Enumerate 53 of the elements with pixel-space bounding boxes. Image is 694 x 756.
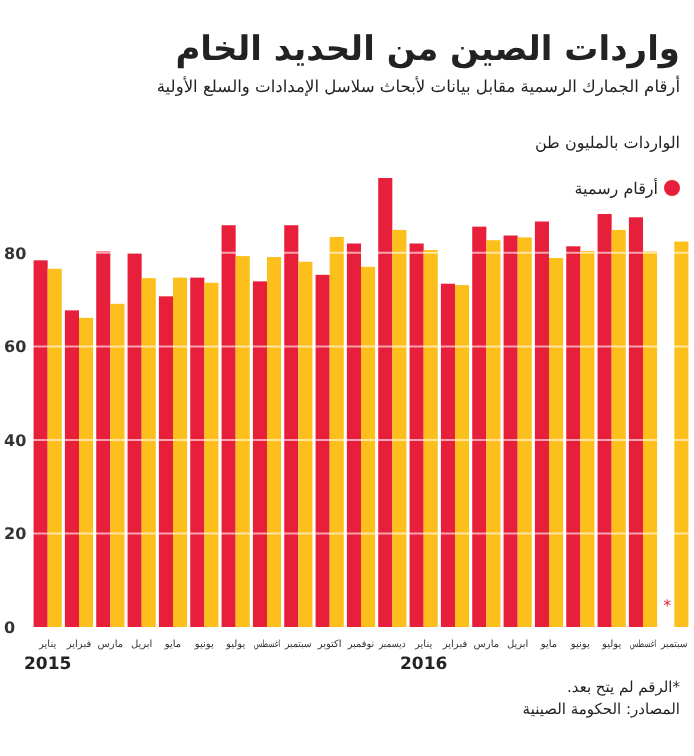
y-tick-label: 0 <box>4 619 16 637</box>
text: 2015 <box>23 655 72 675</box>
bar <box>597 214 612 627</box>
bar <box>674 241 689 627</box>
bar <box>549 257 564 627</box>
bar <box>455 285 470 627</box>
bar <box>423 250 438 627</box>
annotation: * <box>663 597 672 615</box>
bar <box>284 225 299 627</box>
bar <box>127 253 142 627</box>
bar <box>79 317 94 627</box>
y-tick-label: 80 <box>4 244 28 263</box>
bar <box>204 282 219 627</box>
bar <box>267 257 282 627</box>
bar <box>47 268 62 627</box>
bar <box>173 277 188 627</box>
y-tick-label: 40 <box>4 431 28 450</box>
bar <box>472 226 487 627</box>
bar <box>190 277 205 627</box>
bar <box>252 281 267 627</box>
bar <box>64 310 79 627</box>
bar <box>110 303 125 627</box>
bar <box>643 251 658 627</box>
bar <box>315 274 330 627</box>
chart-subtitle: أرقام الجمارك الرسمية مقابل بيانات لأبحاث سلاسل الإمدادات والسلع الأولية <box>156 74 680 98</box>
bar <box>96 251 111 627</box>
bar <box>298 261 313 627</box>
y-tick-label: 60 <box>4 338 28 357</box>
y-tick-label: 20 <box>4 525 28 544</box>
bar <box>158 296 173 627</box>
bar <box>141 278 156 627</box>
bar <box>503 235 518 627</box>
y-axis-title: الواردات بالمليون طن <box>534 134 680 152</box>
bar <box>221 225 236 627</box>
text: 2016 <box>399 655 448 675</box>
bar <box>378 178 393 627</box>
bar <box>33 260 48 627</box>
bar <box>486 240 501 627</box>
bar <box>235 256 250 627</box>
bar <box>361 266 376 627</box>
bar <box>566 246 581 627</box>
bar <box>517 237 532 627</box>
bar <box>329 236 344 627</box>
bar <box>534 221 549 627</box>
bar <box>409 243 424 627</box>
bar <box>628 217 643 627</box>
bar <box>346 243 361 627</box>
bar <box>440 283 455 627</box>
bar <box>611 229 626 627</box>
chart-title: واردات الصين من الحديد الخام <box>175 30 680 70</box>
bar <box>580 250 595 627</box>
legend-label: أرقام رسمية <box>574 178 658 198</box>
bar <box>392 229 407 627</box>
